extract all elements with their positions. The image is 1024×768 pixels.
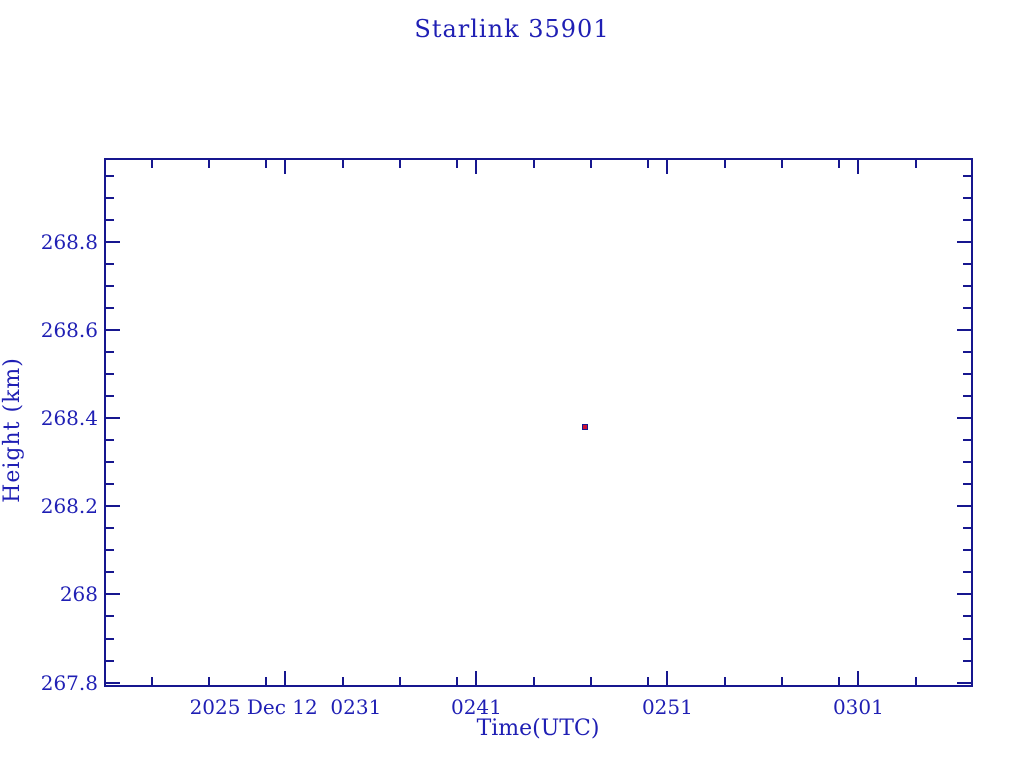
y-minor-tick: [963, 549, 971, 552]
y-major-tick: [106, 593, 120, 596]
y-tick-label: 268.6: [40, 317, 98, 342]
y-minor-tick: [963, 439, 971, 442]
x-minor-tick: [150, 677, 153, 685]
x-minor-tick: [208, 160, 211, 168]
y-minor-tick: [963, 218, 971, 221]
y-tick-label: 267.8: [40, 670, 98, 695]
y-minor-tick: [106, 174, 114, 177]
y-major-tick: [957, 593, 971, 596]
x-minor-tick: [838, 677, 841, 685]
y-minor-tick: [106, 439, 114, 442]
y-major-tick: [957, 417, 971, 420]
x-minor-tick: [341, 677, 344, 685]
x-minor-tick: [781, 677, 783, 685]
y-minor-tick: [963, 483, 971, 486]
y-minor-tick: [106, 262, 114, 265]
y-major-tick: [957, 681, 971, 684]
x-minor-tick: [456, 677, 459, 685]
y-minor-tick: [106, 461, 114, 464]
x-minor-tick: [265, 160, 268, 168]
y-tick-label: 268.8: [40, 229, 98, 254]
y-major-tick: [106, 240, 120, 243]
y-major-tick: [106, 328, 120, 331]
x-minor-tick: [838, 160, 841, 168]
x-major-tick: [666, 671, 669, 685]
x-minor-tick: [341, 160, 344, 168]
x-minor-tick: [647, 160, 650, 168]
y-minor-tick: [963, 395, 971, 398]
x-minor-tick: [150, 160, 153, 168]
y-minor-tick: [106, 284, 114, 287]
x-major-tick: [857, 160, 860, 174]
x-minor-tick: [590, 677, 593, 685]
y-minor-tick: [963, 174, 971, 177]
y-minor-tick: [963, 637, 971, 640]
x-minor-tick: [647, 677, 650, 685]
y-minor-tick: [963, 527, 971, 530]
x-tick-label: 2025 Dec 12 0231: [189, 695, 382, 719]
y-minor-tick: [106, 659, 114, 662]
y-minor-tick: [963, 659, 971, 662]
y-minor-tick: [963, 461, 971, 464]
y-major-tick: [957, 328, 971, 331]
x-minor-tick: [723, 160, 726, 168]
y-tick-label: 268.2: [40, 494, 98, 519]
y-major-tick: [106, 505, 120, 508]
y-minor-tick: [106, 483, 114, 486]
x-major-tick: [666, 160, 669, 174]
chart-title: Starlink 35901: [414, 15, 610, 43]
y-minor-tick: [106, 350, 114, 353]
y-minor-tick: [106, 549, 114, 552]
x-minor-tick: [781, 160, 783, 168]
y-minor-tick: [106, 306, 114, 309]
y-major-tick: [106, 681, 120, 684]
data-point-marker: [582, 423, 589, 430]
x-minor-tick: [399, 160, 402, 168]
y-minor-tick: [963, 196, 971, 199]
x-major-tick: [857, 671, 860, 685]
x-minor-tick: [590, 160, 593, 168]
y-minor-tick: [106, 637, 114, 640]
x-major-tick: [475, 160, 478, 174]
x-minor-tick: [914, 160, 917, 168]
y-minor-tick: [106, 571, 114, 574]
x-minor-tick: [208, 677, 211, 685]
x-minor-tick: [532, 160, 535, 168]
y-minor-tick: [106, 395, 114, 398]
x-minor-tick: [723, 677, 726, 685]
x-major-tick: [475, 671, 478, 685]
y-minor-tick: [963, 284, 971, 287]
x-tick-label: 0301: [832, 695, 884, 719]
x-tick-label: 0251: [641, 695, 693, 719]
y-major-tick: [957, 505, 971, 508]
y-minor-tick: [963, 373, 971, 375]
y-minor-tick: [106, 218, 114, 221]
y-minor-tick: [106, 373, 114, 375]
y-minor-tick: [963, 262, 971, 265]
x-major-tick: [284, 671, 287, 685]
y-minor-tick: [106, 615, 114, 618]
plot-area: [104, 158, 973, 687]
y-minor-tick: [963, 571, 971, 574]
y-major-tick: [106, 417, 120, 420]
y-tick-label: 268: [59, 582, 98, 607]
y-minor-tick: [963, 350, 971, 353]
y-minor-tick: [963, 306, 971, 309]
y-minor-tick: [106, 527, 114, 530]
y-tick-label: 268.4: [40, 406, 98, 431]
x-tick-label: 0241: [450, 695, 502, 719]
x-major-tick: [284, 160, 287, 174]
x-axis-title: Time(UTC): [476, 716, 600, 741]
x-minor-tick: [399, 677, 402, 685]
x-minor-tick: [456, 160, 459, 168]
x-minor-tick: [265, 677, 268, 685]
x-minor-tick: [532, 677, 535, 685]
y-major-tick: [957, 240, 971, 243]
y-minor-tick: [106, 196, 114, 199]
y-minor-tick: [963, 615, 971, 618]
x-minor-tick: [914, 677, 917, 685]
